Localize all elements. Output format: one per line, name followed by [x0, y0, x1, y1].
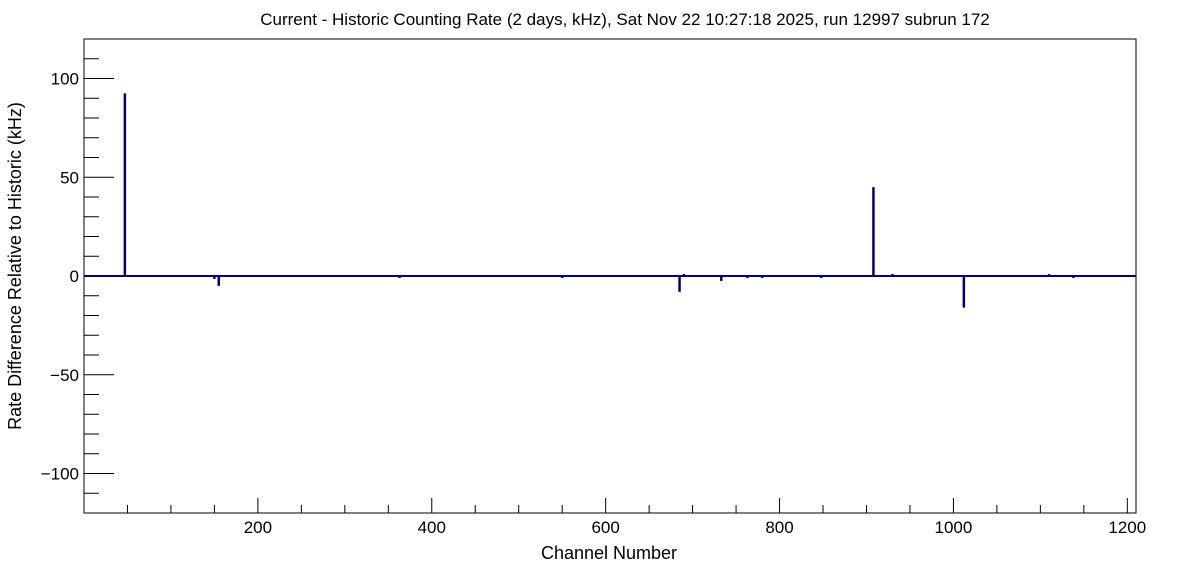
- bar: [746, 276, 749, 278]
- bar: [760, 276, 764, 278]
- y-tick-label: 50: [60, 168, 79, 187]
- x-tick-label: 200: [244, 518, 272, 537]
- bar: [1047, 274, 1051, 276]
- bar: [560, 276, 564, 278]
- bar: [398, 276, 401, 278]
- y-tick-label: 0: [70, 267, 79, 286]
- bar: [891, 274, 894, 276]
- y-axis-title: Rate Difference Relative to Historic (kH…: [5, 102, 25, 430]
- x-tick-label: 1200: [1108, 518, 1146, 537]
- x-tick-label: 600: [591, 518, 619, 537]
- bar: [678, 276, 681, 292]
- bar: [1072, 276, 1075, 278]
- y-tick-label: −100: [41, 465, 79, 484]
- y-tick-label: −50: [50, 366, 79, 385]
- bar: [872, 187, 875, 276]
- chart-title: Current - Historic Counting Rate (2 days…: [260, 10, 990, 29]
- bar: [123, 93, 127, 276]
- bar: [820, 276, 823, 278]
- x-tick-label: 400: [418, 518, 446, 537]
- x-tick-label: 1000: [935, 518, 973, 537]
- bar: [720, 276, 723, 281]
- y-axis: −100 −50 0 50 100: [41, 58, 114, 494]
- x-tick-label: 800: [765, 518, 793, 537]
- bar: [213, 276, 216, 279]
- bars: [123, 93, 1075, 308]
- x-axis-title: Channel Number: [541, 543, 677, 563]
- bar: [962, 276, 966, 308]
- y-tick-label: 100: [51, 70, 79, 89]
- x-axis: 200 400 600 800 1000 1200: [126, 498, 1146, 537]
- bar: [682, 274, 686, 276]
- bar: [217, 276, 221, 286]
